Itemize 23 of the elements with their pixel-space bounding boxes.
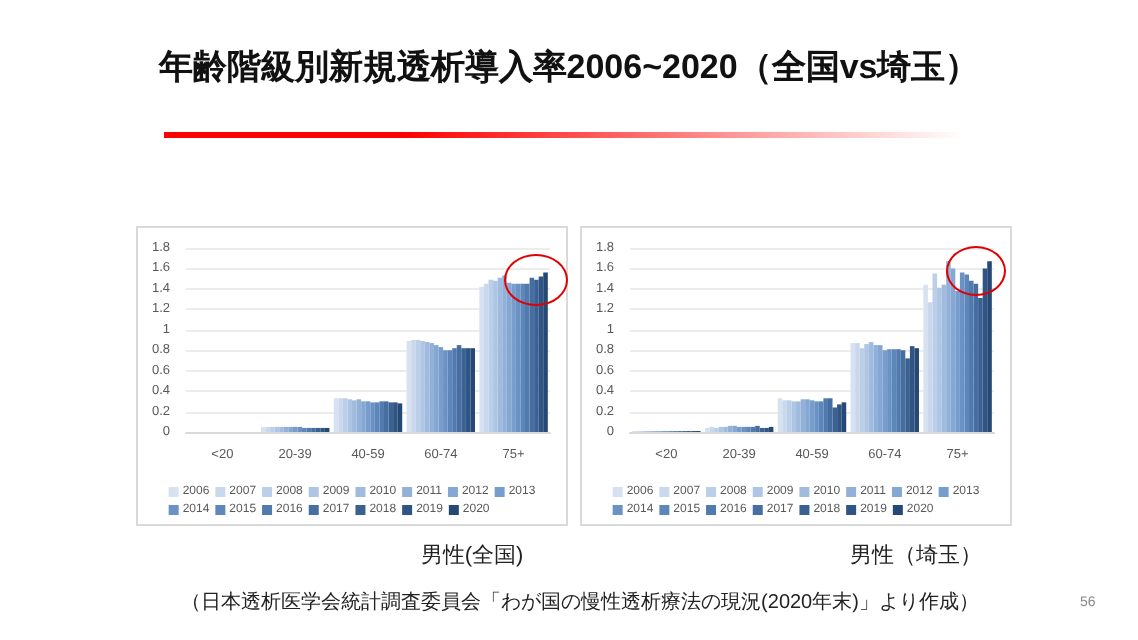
bar xyxy=(260,426,266,432)
bar xyxy=(877,345,883,432)
bar xyxy=(297,426,303,432)
bar xyxy=(905,358,910,432)
x-axis-title: 男性（埼玉） xyxy=(848,542,984,570)
bar xyxy=(987,261,992,432)
bar xyxy=(461,348,466,432)
text: （日本透析医学会統計調査委員会「わが国の慢性透析療法の現況(2020年末)」より作成） xyxy=(179,589,981,616)
bar xyxy=(433,345,439,432)
bar xyxy=(923,284,928,432)
bar xyxy=(741,426,747,432)
bar xyxy=(479,286,484,432)
chart-title: 年齢階級別新規透析導入率2006~2020（全国vs埼玉） xyxy=(156,46,982,90)
x-axis-title: 男性(全国) xyxy=(418,542,526,570)
bar xyxy=(827,398,833,432)
bar xyxy=(470,348,476,432)
bar xyxy=(927,302,933,432)
bar xyxy=(914,348,920,432)
bar xyxy=(379,401,384,432)
bar xyxy=(543,272,548,432)
bar xyxy=(383,401,389,432)
bar xyxy=(823,398,828,432)
bar xyxy=(483,283,489,432)
